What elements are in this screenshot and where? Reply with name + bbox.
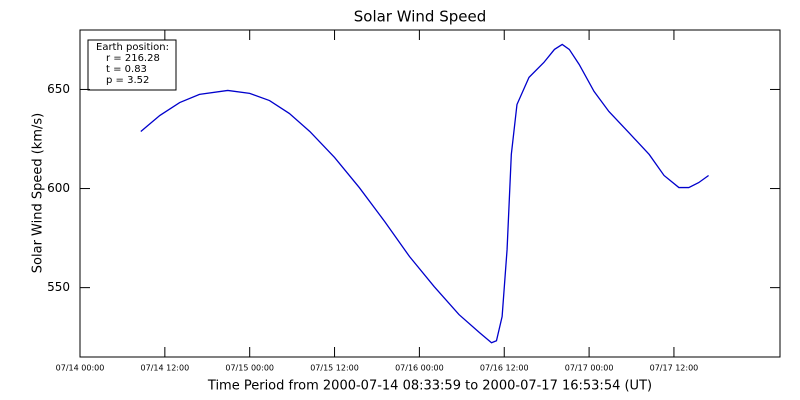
y-tick-label: 600 [47, 181, 70, 195]
y-axis-label: Solar Wind Speed (km/s) [31, 113, 46, 273]
x-tick-label: 07/17 00:00 [565, 364, 614, 373]
x-tick-label: 07/15 00:00 [225, 364, 274, 373]
chart-title: Solar Wind Speed [354, 8, 486, 26]
x-tick-label: 07/14 12:00 [141, 364, 190, 373]
y-tick-label: 650 [47, 82, 70, 96]
annotation-text: r = 216.28 [106, 53, 160, 64]
annotation-text: t = 0.83 [106, 64, 147, 75]
annotation-text: p = 3.52 [106, 75, 149, 86]
y-tick-label: 550 [47, 280, 70, 294]
x-tick-label: 07/16 12:00 [480, 364, 529, 373]
x-tick-label: 07/17 12:00 [650, 364, 699, 373]
annotation-box [87, 39, 177, 91]
data-line [140, 43, 709, 344]
x-axis-label: Time Period from 2000-07-14 08:33:59 to … [207, 379, 652, 394]
plot-frame [79, 29, 781, 358]
x-tick-label: 07/14 00:00 [56, 364, 105, 373]
annotation-text: Earth position: [96, 42, 169, 53]
x-tick-label: 07/15 12:00 [310, 364, 359, 373]
x-tick-label: 07/16 00:00 [395, 364, 444, 373]
